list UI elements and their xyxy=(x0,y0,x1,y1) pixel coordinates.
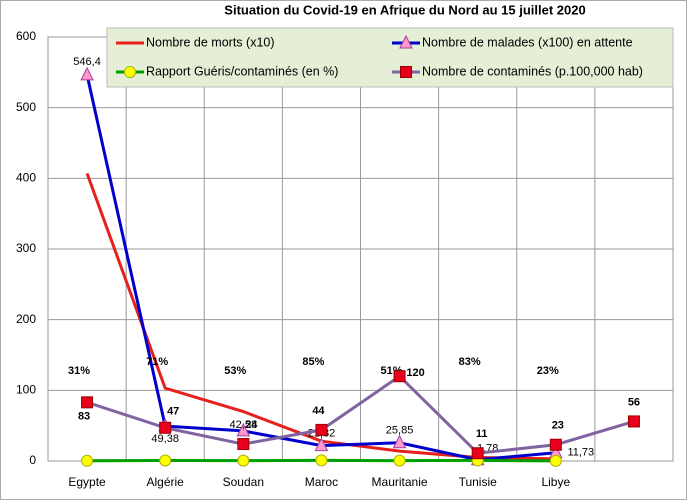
point-marker xyxy=(392,434,407,449)
y-tick-label: 600 xyxy=(16,29,36,43)
point-marker xyxy=(315,423,328,436)
legend-box xyxy=(106,27,674,88)
data-label: 56 xyxy=(628,396,640,408)
x-tick-label: Maroc xyxy=(305,475,338,489)
point-marker xyxy=(81,396,94,409)
data-label: 11,73 xyxy=(567,447,594,459)
point-marker xyxy=(549,438,562,451)
point-marker xyxy=(237,454,250,467)
data-label: 49,38 xyxy=(151,433,179,445)
data-label: 71% xyxy=(146,356,168,368)
point-marker xyxy=(236,422,251,437)
legend-label: Rapport Guéris/contaminés (en %) xyxy=(146,64,338,78)
data-label: 47 xyxy=(167,406,179,418)
data-label: 44 xyxy=(312,405,325,417)
chart-title: Situation du Covid-19 en Afrique du Nord… xyxy=(224,2,585,17)
point-marker xyxy=(81,454,94,467)
x-tick-label: Algérie xyxy=(147,475,185,489)
y-tick-label: 200 xyxy=(16,312,36,326)
x-tick-label: Tunisie xyxy=(459,475,498,489)
x-tick-label: Libye xyxy=(541,475,570,489)
point-marker xyxy=(393,454,406,467)
series-line xyxy=(86,374,635,455)
legend-marker xyxy=(124,66,136,78)
y-tick-label: 100 xyxy=(16,383,36,397)
data-label: 546,4 xyxy=(73,56,101,68)
point-marker xyxy=(315,454,328,467)
y-tick-label: 500 xyxy=(16,100,36,114)
data-label: 31% xyxy=(68,365,90,377)
legend-label: Nombre de morts (x10) xyxy=(146,35,275,49)
data-label: 120 xyxy=(406,367,424,379)
y-tick-label: 0 xyxy=(29,453,36,467)
data-label: 83 xyxy=(78,410,90,422)
point-marker xyxy=(393,370,406,383)
point-marker xyxy=(471,447,484,460)
legend-label: Nombre de contaminés (p.100,000 hab) xyxy=(422,64,643,78)
data-label: 83% xyxy=(459,356,481,368)
data-label: 53% xyxy=(224,365,246,377)
data-label: 25,85 xyxy=(386,425,414,437)
data-label: 23% xyxy=(537,365,559,377)
point-marker xyxy=(314,437,329,452)
legend-marker xyxy=(399,34,413,49)
point-marker xyxy=(237,438,250,451)
data-label: 85% xyxy=(302,356,324,368)
y-tick-label: 400 xyxy=(16,171,36,185)
point-marker xyxy=(627,415,640,428)
point-marker xyxy=(549,454,562,467)
point-marker xyxy=(159,454,172,467)
data-label: 42,58 xyxy=(230,419,258,431)
data-label: 24 xyxy=(245,419,258,431)
x-tick-label: Egypte xyxy=(68,475,106,489)
point-marker xyxy=(159,421,172,434)
data-label: 23 xyxy=(552,420,564,432)
legend-label: Nombre de malades (x100) en attente xyxy=(422,35,633,49)
point-marker xyxy=(80,66,94,81)
data-label: 11 xyxy=(476,428,488,440)
legend-marker xyxy=(400,66,412,78)
y-tick-label: 300 xyxy=(16,241,36,255)
x-tick-label: Mauritanie xyxy=(372,475,428,489)
x-tick-label: Soudan xyxy=(223,475,264,489)
